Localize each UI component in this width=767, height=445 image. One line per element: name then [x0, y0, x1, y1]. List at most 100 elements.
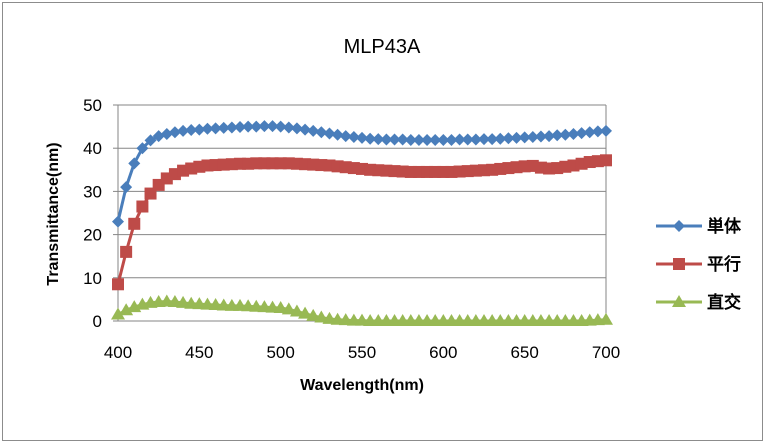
data-point-s0-10: [193, 123, 206, 136]
data-point-s0-58: [583, 126, 596, 139]
data-point-s2-24: [306, 308, 321, 321]
data-point-s0-41: [445, 133, 458, 146]
data-point-s0-50: [518, 131, 531, 144]
x-tick-label-5: 650: [510, 343, 538, 362]
data-point-s0-31: [364, 132, 377, 145]
data-point-s2-21: [281, 302, 296, 315]
data-point-s2-0: [111, 307, 125, 320]
legend-label-1: 平行: [707, 254, 741, 274]
data-point-s0-53: [543, 130, 556, 143]
data-point-s0-26: [323, 127, 336, 140]
data-point-s0-38: [421, 133, 434, 146]
data-point-s0-54: [551, 129, 564, 142]
data-point-s0-60: [600, 124, 612, 137]
data-point-s0-16: [242, 120, 255, 133]
x-tick-label-0: 400: [104, 343, 132, 362]
data-point-s0-43: [461, 133, 474, 146]
y-tick-label-5: 50: [83, 96, 102, 115]
data-point-s0-35: [396, 133, 409, 146]
data-point-s0-0: [112, 215, 124, 228]
data-point-s0-22: [290, 122, 303, 135]
data-point-s0-12: [209, 122, 222, 135]
data-point-s0-3: [136, 142, 149, 155]
data-point-s0-39: [429, 133, 442, 146]
data-point-s1-60: [600, 154, 612, 167]
data-point-s2-22: [289, 304, 304, 317]
data-point-s0-24: [307, 124, 320, 137]
data-point-s0-13: [217, 121, 230, 134]
data-point-s2-60: [599, 312, 613, 325]
legend-marker-2: [672, 295, 686, 307]
data-point-s0-44: [469, 133, 482, 146]
data-point-s0-55: [559, 128, 572, 141]
y-axis-label: Transmittance(nm): [45, 142, 62, 285]
data-point-s2-20: [273, 301, 288, 314]
data-point-s0-15: [234, 121, 246, 134]
chart-title: MLP43A: [344, 36, 421, 58]
data-point-s0-19: [266, 120, 279, 133]
data-point-s0-14: [225, 121, 238, 134]
data-point-s2-23: [298, 306, 313, 319]
data-point-s1-3: [136, 200, 149, 213]
data-point-s0-2: [128, 157, 141, 170]
data-point-s0-4: [144, 134, 157, 147]
data-point-s0-40: [437, 133, 450, 146]
x-tick-label-2: 500: [266, 343, 294, 362]
data-point-s0-51: [526, 130, 539, 143]
data-point-s0-49: [510, 131, 523, 144]
y-tick-label-3: 30: [83, 182, 102, 201]
x-axis-label: Wavelength(nm): [300, 377, 424, 394]
data-point-s0-7: [168, 126, 181, 139]
data-point-s1-0: [112, 278, 124, 291]
series-markers: [111, 120, 613, 326]
series-line-1: [116, 158, 607, 285]
data-point-s0-32: [372, 133, 385, 146]
data-point-s0-56: [567, 127, 580, 140]
data-point-s2-25: [314, 310, 329, 323]
y-tick-label-2: 20: [83, 226, 102, 245]
data-point-s0-47: [494, 132, 507, 145]
data-point-s0-20: [274, 120, 287, 133]
data-point-s0-29: [347, 130, 360, 143]
data-point-s0-21: [282, 121, 295, 134]
data-point-s0-52: [534, 130, 547, 143]
data-point-s0-28: [339, 130, 352, 143]
y-tick-label-4: 40: [83, 139, 102, 158]
data-point-s0-6: [160, 127, 173, 140]
data-point-s0-1: [120, 181, 133, 194]
data-point-s1-2: [128, 217, 141, 230]
data-point-s0-18: [258, 120, 271, 133]
data-point-s0-25: [315, 126, 328, 139]
data-point-s0-59: [591, 125, 604, 138]
data-point-s0-11: [201, 122, 214, 135]
y-axis-ticks: 0 10 20 30 40 50: [83, 96, 118, 331]
data-point-s0-48: [502, 132, 515, 145]
x-tick-label-4: 600: [429, 343, 457, 362]
data-point-s0-57: [575, 127, 588, 140]
y-tick-label-1: 10: [83, 269, 102, 288]
data-point-s0-30: [356, 131, 368, 144]
data-point-s1-1: [120, 245, 133, 258]
legend-marker-1: [673, 258, 685, 270]
data-point-s0-37: [412, 133, 425, 146]
data-point-s0-9: [185, 124, 198, 137]
data-point-s0-8: [177, 124, 190, 137]
legend-label-2: 直交: [707, 292, 741, 312]
x-tick-label-1: 450: [185, 343, 213, 362]
data-point-s0-46: [486, 133, 499, 146]
data-point-s0-34: [388, 133, 401, 146]
y-tick-label-0: 0: [93, 312, 102, 331]
data-point-s0-33: [380, 133, 393, 146]
legend-label-0: 単体: [707, 216, 742, 236]
x-tick-label-3: 550: [348, 343, 376, 362]
x-axis-ticks: 400 450 500 550 600 650 700: [104, 343, 620, 362]
x-tick-label-6: 700: [592, 343, 620, 362]
data-point-s2-1: [119, 303, 134, 316]
data-point-s0-42: [453, 133, 466, 146]
data-point-s0-27: [331, 128, 344, 141]
data-point-s0-17: [250, 120, 263, 133]
legend-marker-0: [673, 220, 685, 232]
series-lines: [116, 124, 607, 323]
